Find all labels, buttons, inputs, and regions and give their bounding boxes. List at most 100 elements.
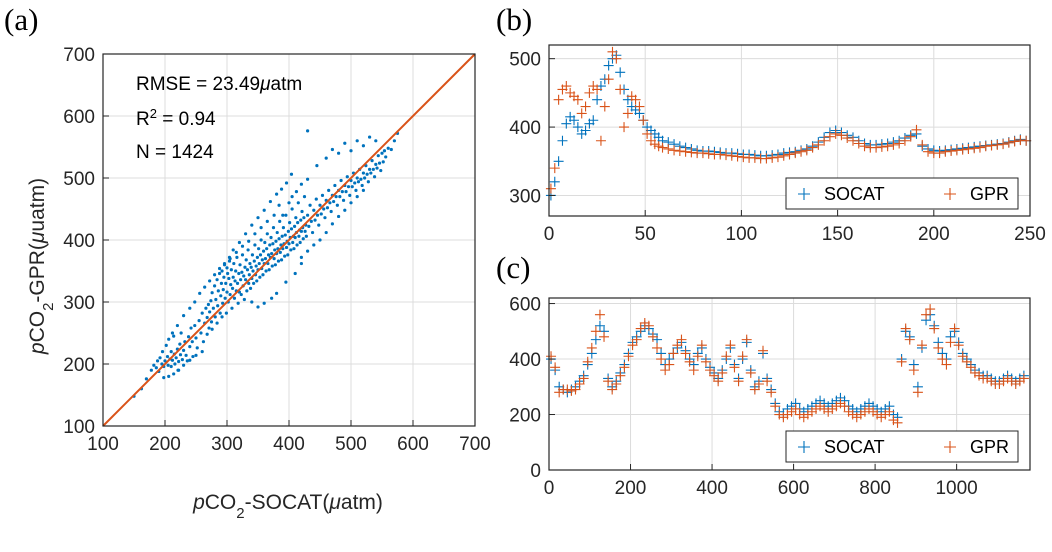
gpr-marker xyxy=(876,412,887,423)
scatter-point xyxy=(182,314,186,318)
scatter-point xyxy=(333,183,337,188)
scatter-point xyxy=(300,209,304,214)
scatter-point xyxy=(335,203,339,207)
scatter-point xyxy=(220,315,224,319)
scatter-point xyxy=(355,176,359,180)
panel-b-legend: SOCAT GPR xyxy=(785,177,1019,210)
scatter-point xyxy=(270,296,274,300)
gpr-marker xyxy=(855,409,866,420)
scatter-point xyxy=(185,359,189,363)
scatter-point xyxy=(169,350,173,354)
gpr-marker xyxy=(599,101,610,112)
x-tick-label: 800 xyxy=(859,478,891,499)
gpr-marker xyxy=(974,142,985,153)
x-tick-label: 400 xyxy=(273,434,305,455)
scatter-point xyxy=(355,195,359,199)
scatter-point xyxy=(371,167,375,171)
gpr-marker xyxy=(599,331,610,342)
scatter-point xyxy=(216,289,220,293)
scatter-point xyxy=(374,162,378,166)
gpr-marker xyxy=(561,81,572,92)
scatter-point xyxy=(218,311,222,315)
scatter-point xyxy=(297,234,301,238)
scatter-point xyxy=(182,348,186,352)
scatter-point xyxy=(262,301,266,305)
scatter-point xyxy=(377,161,382,165)
gpr-marker xyxy=(813,139,824,150)
x-tick-label: 1000 xyxy=(935,478,977,499)
scatter-point xyxy=(177,368,181,372)
gpr-marker xyxy=(758,345,769,356)
panel-b-label: (b) xyxy=(496,2,532,37)
scatter-point xyxy=(260,258,264,262)
gpr-marker xyxy=(963,143,974,154)
scatter-point xyxy=(244,278,248,282)
scatter-point xyxy=(294,216,298,220)
gpr-marker xyxy=(566,385,577,396)
panel-b-gpr-series xyxy=(545,46,1032,194)
scatter-point xyxy=(170,331,175,335)
legend-socat-marker xyxy=(798,188,810,200)
scatter-point xyxy=(245,289,249,293)
y-tick-label: 0 xyxy=(530,461,541,482)
scatter-point xyxy=(341,198,346,202)
x-tick-label: 50 xyxy=(635,224,656,245)
scatter-point xyxy=(155,359,160,363)
scatter-point xyxy=(308,203,312,207)
gpr-marker xyxy=(784,149,795,160)
scatter-point xyxy=(256,216,260,220)
scatter-point xyxy=(208,310,212,314)
gpr-marker xyxy=(847,135,858,146)
scatter-point xyxy=(248,261,252,266)
gpr-marker xyxy=(815,401,826,412)
gpr-marker xyxy=(745,367,756,378)
scatter-point xyxy=(256,305,260,309)
scatter-point xyxy=(160,350,165,354)
gpr-marker xyxy=(684,356,695,367)
gpr-marker xyxy=(546,351,557,362)
scatter-point xyxy=(253,243,257,247)
scatter-point xyxy=(372,175,377,179)
panel-c-y-ticks: 0 200 400 600 xyxy=(509,295,555,482)
panel-c-legend-gpr-marker xyxy=(944,441,956,453)
scatter-point xyxy=(278,219,282,223)
scatter-point xyxy=(327,188,331,192)
scatter-point xyxy=(277,203,281,207)
scatter-point xyxy=(167,374,171,378)
scatter-point xyxy=(234,269,238,273)
gpr-marker xyxy=(934,148,945,159)
panel-c-legend-socat-marker xyxy=(798,441,810,453)
gpr-marker xyxy=(738,152,749,163)
scatter-point xyxy=(179,331,183,335)
scatter-point xyxy=(182,363,186,367)
x-tick-label: 700 xyxy=(459,434,491,455)
gpr-marker xyxy=(635,323,646,334)
scatter-point xyxy=(186,335,191,339)
scatter-point xyxy=(330,222,334,226)
gpr-marker xyxy=(549,163,560,174)
scatter-point xyxy=(313,218,317,222)
scatter-point xyxy=(247,239,251,243)
gpr-marker xyxy=(638,115,649,126)
scatter-point xyxy=(361,171,365,175)
gpr-marker xyxy=(859,141,870,152)
socat-marker xyxy=(557,135,568,146)
y-tick-label: 500 xyxy=(63,169,95,190)
gpr-marker xyxy=(823,406,834,417)
panel-b-legend-socat-marker xyxy=(798,188,810,200)
gpr-marker xyxy=(721,150,732,161)
gpr-marker xyxy=(998,139,1009,150)
x-tick-label: 200 xyxy=(615,478,647,499)
scatter-point xyxy=(233,279,237,283)
scatter-point xyxy=(345,175,349,179)
scatter-point xyxy=(289,248,293,252)
gpr-marker xyxy=(619,362,630,373)
scatter-point xyxy=(222,261,227,266)
gpr-marker xyxy=(772,152,783,163)
gpr-marker xyxy=(697,148,708,159)
scatter-point xyxy=(175,323,179,328)
gpr-marker xyxy=(839,401,850,412)
scatter-point xyxy=(384,155,388,159)
scatter-point xyxy=(209,320,214,324)
scatter-point xyxy=(275,230,279,235)
